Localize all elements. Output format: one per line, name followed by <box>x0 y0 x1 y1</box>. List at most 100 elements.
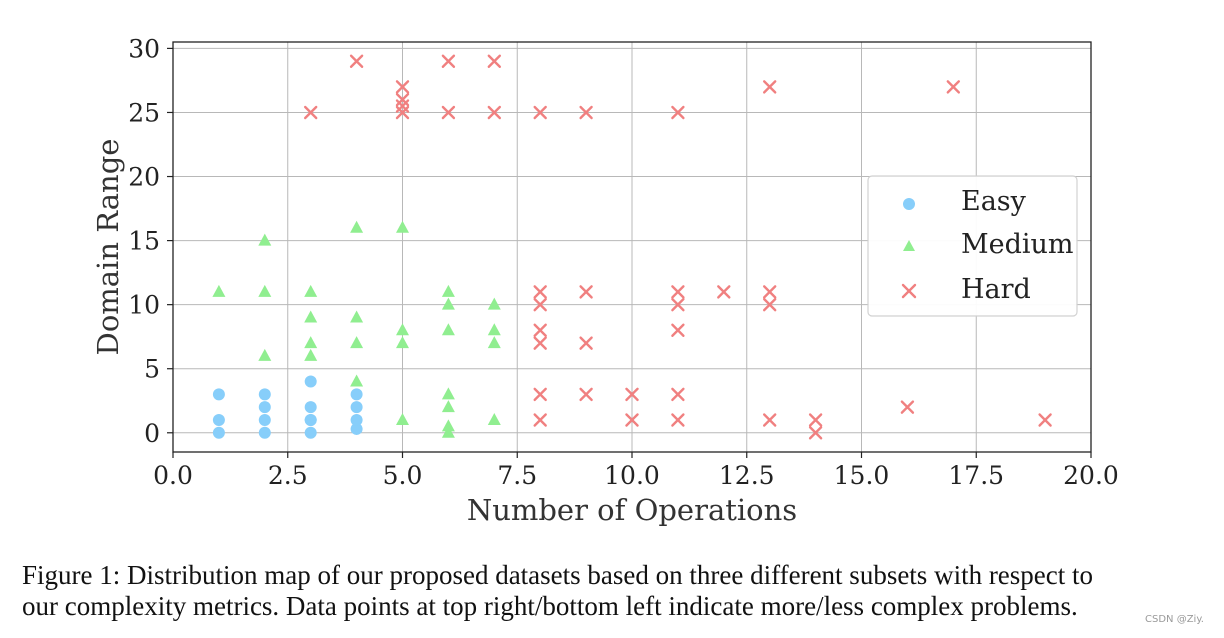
easy-point <box>258 401 271 414</box>
medium-point <box>396 336 409 349</box>
hard-point <box>395 80 410 94</box>
hard-point <box>900 400 915 414</box>
easy-point <box>212 413 225 426</box>
hard-point <box>763 285 777 299</box>
medium-point <box>350 336 364 349</box>
hard-point <box>533 323 547 337</box>
x-tick-label: 10.0 <box>604 461 660 490</box>
y-tick-label: 30 <box>128 34 160 63</box>
legend-label-easy: Easy <box>961 186 1027 217</box>
hard-point <box>487 105 501 120</box>
x-tick-label: 0.0 <box>153 461 193 490</box>
y-tick-label: 15 <box>128 227 160 256</box>
legend: Easy Medium Hard <box>867 175 1078 317</box>
x-tick-label: 12.5 <box>719 461 775 490</box>
y-tick-label: 10 <box>128 291 160 320</box>
easy-point <box>212 426 225 439</box>
easy-point <box>304 413 317 426</box>
hard-point <box>533 336 547 350</box>
hard-point <box>946 80 960 94</box>
easy-point <box>350 422 363 435</box>
y-tick-label: 5 <box>144 355 160 384</box>
easy-point <box>304 401 317 414</box>
hard-point <box>808 426 823 440</box>
medium-point <box>441 425 455 438</box>
hard-point <box>487 54 501 68</box>
hard-point <box>671 297 685 312</box>
legend-marker-easy <box>903 198 915 210</box>
x-tick-label: 15.0 <box>834 461 890 490</box>
scatter-chart: 0.0 2.5 5.0 7.5 10.0 12.5 15.0 17.5 20.0 0 5 10 15 20… <box>91 34 1119 527</box>
easy-point <box>350 413 363 426</box>
medium-point <box>396 323 409 336</box>
legend-label-hard: Hard <box>961 274 1031 305</box>
x-tick-label: 5.0 <box>383 461 423 490</box>
medium-point <box>441 284 455 297</box>
easy-point <box>350 401 363 414</box>
medium-point <box>441 400 455 413</box>
medium-point <box>441 419 455 432</box>
axis-ticks: 0.0 2.5 5.0 7.5 10.0 12.5 15.0 17.5 20.0 0 5 10 15 20… <box>128 34 1119 490</box>
easy-point <box>258 413 271 426</box>
y-axis-title: Domain Range <box>91 139 125 356</box>
medium-point <box>350 374 364 387</box>
medium-point <box>258 233 272 246</box>
easy-point <box>350 388 363 401</box>
hard-point <box>579 336 593 350</box>
hard-point <box>717 285 731 299</box>
hard-point <box>579 285 593 299</box>
hard-point <box>533 387 547 402</box>
hard-point <box>1038 413 1052 427</box>
x-axis-title: Number of Operations <box>467 493 797 527</box>
medium-point <box>441 297 455 310</box>
legend-marker-medium <box>903 240 915 251</box>
hard-point <box>441 105 456 120</box>
figure-caption: Figure 1: Distribution map of our propos… <box>22 560 1207 622</box>
hard-point <box>533 105 547 120</box>
medium-point <box>396 412 409 425</box>
hard-point <box>304 105 318 120</box>
medium-point <box>258 348 272 361</box>
hard-point <box>763 297 777 312</box>
medium-point <box>350 310 364 323</box>
medium-point <box>258 284 272 297</box>
hard-point <box>579 387 593 402</box>
hard-point <box>349 54 364 68</box>
hard-point <box>671 413 685 427</box>
medium-point <box>212 284 226 297</box>
medium-point <box>487 323 501 336</box>
x-tick-label: 7.5 <box>497 461 537 490</box>
hard-point <box>441 54 456 68</box>
hard-point <box>533 297 547 312</box>
legend-label-medium: Medium <box>961 229 1074 260</box>
x-tick-label: 17.5 <box>948 461 1004 490</box>
hard-point <box>671 285 685 299</box>
hard-point <box>671 105 685 120</box>
medium-point <box>487 336 501 349</box>
legend-box <box>867 175 1078 317</box>
medium-point <box>304 284 318 297</box>
easy-point <box>304 426 317 439</box>
caption-line-1: Figure 1: Distribution map of our propos… <box>22 560 1094 590</box>
legend-marker-hard <box>901 283 917 299</box>
hard-point <box>625 413 639 427</box>
hard-point <box>671 387 685 402</box>
easy-point <box>258 426 271 439</box>
medium-point <box>304 348 318 361</box>
medium-point <box>487 297 501 310</box>
caption-line-2: our complexity metrics. Data points at t… <box>22 591 1078 621</box>
hard-point <box>579 105 593 120</box>
medium-point <box>304 310 318 323</box>
hard-point <box>395 105 410 120</box>
hard-point <box>533 285 547 299</box>
hard-point <box>763 80 777 94</box>
medium-point <box>441 387 455 400</box>
medium-point <box>396 220 409 233</box>
hard-point <box>671 323 685 337</box>
y-tick-label: 25 <box>128 98 160 127</box>
easy-point <box>304 375 317 388</box>
y-tick-label: 20 <box>128 163 160 192</box>
hard-point <box>763 413 777 427</box>
x-tick-label: 20.0 <box>1063 461 1119 490</box>
data-points <box>212 54 1052 440</box>
